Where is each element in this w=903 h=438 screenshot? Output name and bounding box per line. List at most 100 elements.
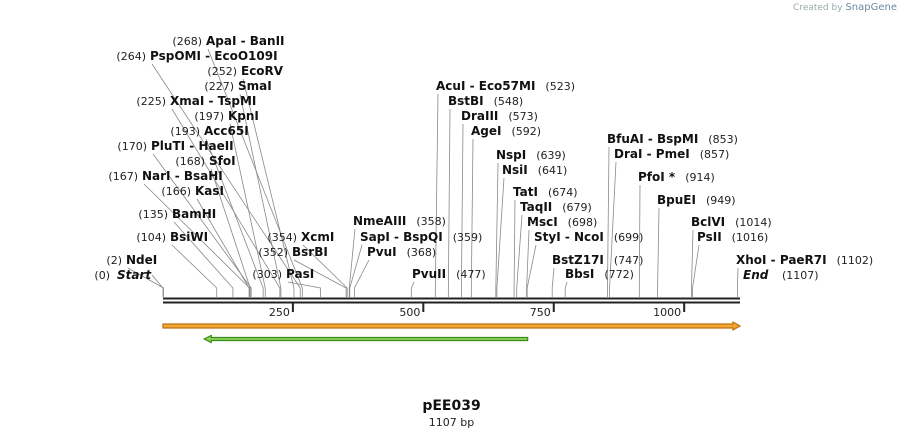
site-name[interactable]: XhoI - PaeR7I bbox=[736, 253, 827, 267]
site-name[interactable]: PvuI bbox=[367, 245, 397, 259]
site-name[interactable]: NspI bbox=[496, 148, 526, 162]
site-line bbox=[151, 63, 301, 297]
site-position: (1016) bbox=[732, 231, 769, 244]
site-line bbox=[143, 183, 251, 297]
site-line bbox=[127, 267, 164, 297]
site-line bbox=[564, 281, 568, 297]
site-name[interactable]: PluTI - HaeII bbox=[151, 139, 234, 153]
site-name[interactable]: BfuAI - BspMI bbox=[607, 132, 698, 146]
site-position: (523) bbox=[545, 80, 575, 93]
site-name[interactable]: XmaI - TspMI bbox=[170, 94, 256, 108]
site-line bbox=[434, 93, 439, 297]
plasmid-name: pEE039 bbox=[422, 398, 481, 414]
site-line bbox=[354, 259, 370, 297]
site-name[interactable]: MscI bbox=[527, 215, 558, 229]
site-line bbox=[657, 207, 660, 297]
site-name[interactable]: BsiWI bbox=[170, 230, 208, 244]
axis-tick-label: 750 bbox=[530, 306, 551, 319]
site-line bbox=[447, 108, 451, 297]
site-line bbox=[173, 221, 234, 297]
site-position: (641) bbox=[538, 164, 568, 177]
site-name[interactable]: BamHI bbox=[172, 207, 216, 221]
site-name[interactable]: NarI - BsaHI bbox=[142, 169, 223, 183]
site-line bbox=[551, 267, 555, 297]
site-name[interactable]: XcmI bbox=[301, 230, 334, 244]
site-line bbox=[526, 229, 530, 297]
site-name[interactable]: DraI - PmeI bbox=[614, 147, 690, 161]
site-name[interactable]: Acc65I bbox=[204, 124, 249, 138]
site-line bbox=[349, 244, 363, 297]
site-position: (166) bbox=[161, 185, 191, 198]
site-line bbox=[410, 281, 415, 297]
site-position: (674) bbox=[548, 186, 578, 199]
site-name[interactable]: SmaI bbox=[238, 79, 272, 93]
plasmid-length: 1107 bp bbox=[428, 416, 475, 429]
site-position: (368) bbox=[407, 246, 437, 259]
axis-tick-label: 500 bbox=[399, 306, 420, 319]
site-name[interactable]: BstBI bbox=[448, 94, 484, 108]
site-line bbox=[171, 108, 281, 297]
site-name[interactable]: NdeI bbox=[126, 253, 157, 267]
site-name[interactable]: BpuEI bbox=[657, 193, 696, 207]
site-name[interactable]: DraIII bbox=[461, 109, 498, 123]
site-line bbox=[302, 244, 348, 297]
site-line bbox=[736, 267, 739, 297]
start-label: Start bbox=[117, 268, 152, 282]
site-line bbox=[496, 177, 505, 297]
site-name[interactable]: KasI bbox=[195, 184, 224, 198]
site-name[interactable]: StyI - NcoI bbox=[534, 230, 604, 244]
site-name[interactable]: NmeAIII bbox=[353, 214, 406, 228]
site-line bbox=[470, 138, 474, 297]
site-line bbox=[607, 146, 610, 297]
end-label: End bbox=[743, 268, 769, 282]
site-position: (193) bbox=[170, 125, 200, 138]
site-line bbox=[526, 244, 537, 297]
sequence-axis: 250 500 750 1000 bbox=[163, 297, 740, 319]
site-line bbox=[210, 168, 251, 297]
site-name[interactable]: PfoI * bbox=[638, 170, 676, 184]
green-feature[interactable] bbox=[202, 334, 529, 344]
site-position: (104) bbox=[136, 231, 166, 244]
site-position: (264) bbox=[116, 50, 146, 63]
site-line bbox=[205, 138, 264, 297]
backbone-feature[interactable] bbox=[162, 320, 742, 332]
site-line bbox=[348, 228, 356, 297]
site-position: (1102) bbox=[837, 254, 874, 267]
site-name[interactable]: PasI bbox=[286, 267, 314, 281]
site-name[interactable]: TaqII bbox=[520, 200, 552, 214]
site-position: (772) bbox=[604, 268, 634, 281]
site-name[interactable]: ApaI - BanII bbox=[206, 34, 285, 48]
site-line bbox=[152, 153, 252, 297]
site-position: (170) bbox=[117, 140, 147, 153]
site-name[interactable]: AgeI bbox=[471, 124, 501, 138]
site-line bbox=[691, 229, 694, 297]
feature-track bbox=[162, 320, 742, 344]
site-name[interactable]: BclVI bbox=[691, 215, 725, 229]
site-name[interactable]: EcoRV bbox=[241, 64, 284, 78]
site-name[interactable]: PspOMI - EcoO109I bbox=[150, 49, 278, 63]
site-position: (354) bbox=[267, 231, 297, 244]
site-position: (352) bbox=[258, 246, 288, 259]
site-position: (477) bbox=[456, 268, 486, 281]
site-position: (853) bbox=[708, 133, 738, 146]
site-line bbox=[171, 244, 218, 297]
site-position: (679) bbox=[562, 201, 592, 214]
site-name[interactable]: KpnI bbox=[228, 109, 259, 123]
site-line bbox=[239, 93, 282, 297]
site-name[interactable]: AcuI - Eco57MI bbox=[436, 79, 535, 93]
site-name[interactable]: PsII bbox=[697, 230, 722, 244]
site-name[interactable]: SfoI bbox=[209, 154, 236, 168]
site-position: (747) bbox=[614, 254, 644, 267]
site-position: (359) bbox=[453, 231, 483, 244]
site-name[interactable]: TatI bbox=[513, 185, 538, 199]
site-line bbox=[692, 244, 700, 297]
site-name[interactable]: BsrBI bbox=[292, 245, 328, 259]
site-name[interactable]: PvuII bbox=[412, 267, 446, 281]
site-line bbox=[513, 199, 516, 297]
site-name[interactable]: BstZ17I bbox=[552, 253, 604, 267]
site-name[interactable]: NsiI bbox=[502, 163, 528, 177]
site-name[interactable]: BbsI bbox=[565, 267, 594, 281]
site-name[interactable]: SapI - BspQI bbox=[360, 230, 443, 244]
site-line bbox=[638, 184, 641, 297]
